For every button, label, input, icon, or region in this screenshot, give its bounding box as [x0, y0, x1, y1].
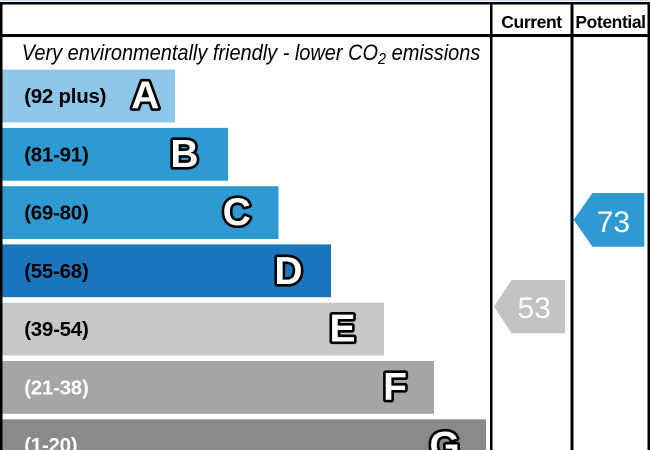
svg-text:73: 73 [597, 206, 630, 239]
svg-text:(55-68): (55-68) [24, 260, 88, 283]
svg-text:A: A [131, 75, 159, 118]
svg-text:(81-91): (81-91) [24, 143, 88, 166]
svg-text:(21-38): (21-38) [24, 376, 88, 399]
svg-text:G: G [430, 424, 460, 450]
svg-text:(39-54): (39-54) [24, 318, 88, 341]
svg-text:(69-80): (69-80) [24, 202, 88, 225]
svg-text:E: E [329, 308, 355, 351]
svg-text:F: F [383, 366, 407, 409]
svg-text:Potential: Potential [575, 12, 645, 32]
svg-text:D: D [274, 250, 302, 293]
svg-text:C: C [223, 191, 251, 234]
svg-text:Current: Current [501, 12, 562, 32]
svg-text:(1-20): (1-20) [24, 434, 77, 450]
svg-text:53: 53 [518, 292, 551, 325]
svg-text:Very environmentally friendly: Very environmentally friendly - lower CO… [22, 40, 481, 68]
svg-text:B: B [170, 133, 198, 176]
svg-text:(92 plus): (92 plus) [24, 85, 106, 108]
